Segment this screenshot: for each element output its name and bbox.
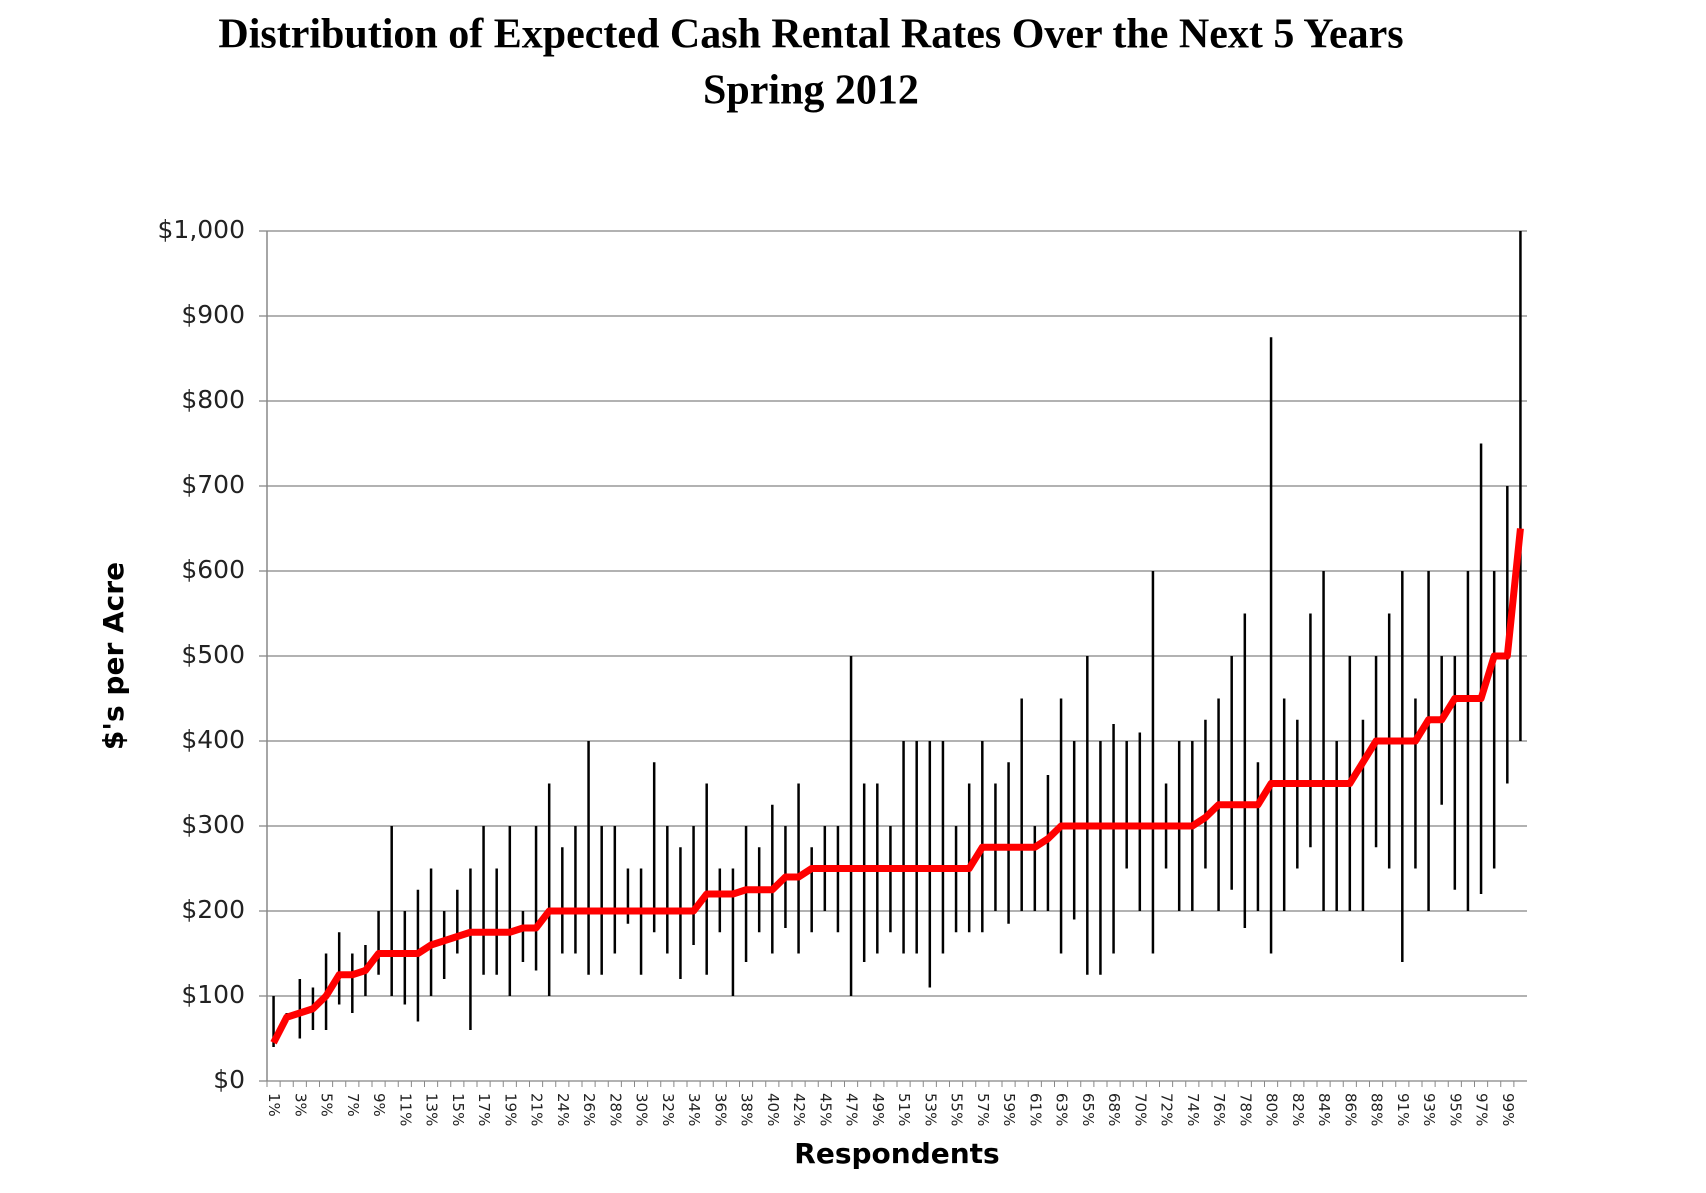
x-tick-label: 80%	[1263, 1093, 1281, 1126]
x-tick-label: 38%	[738, 1093, 756, 1126]
y-tick-label: $100	[181, 980, 245, 1009]
expected-line	[270, 528, 1524, 1045]
x-tick-label: 57%	[974, 1093, 992, 1126]
x-tick-label: 84%	[1315, 1093, 1333, 1126]
x-tick-label: 78%	[1236, 1093, 1254, 1126]
x-tick-label: 49%	[869, 1093, 887, 1126]
chart-title: Distribution of Expected Cash Rental Rat…	[218, 12, 1403, 58]
x-tick-label: 7%	[344, 1093, 362, 1117]
x-tick-label: 65%	[1079, 1093, 1097, 1126]
x-tick-label: 74%	[1184, 1093, 1202, 1126]
x-tick-label: 17%	[475, 1093, 493, 1126]
y-axis-label: $'s per Acre	[97, 562, 130, 750]
x-tick-label: 15%	[449, 1093, 467, 1126]
x-tick-label: 36%	[711, 1093, 729, 1126]
x-tick-label: 99%	[1499, 1093, 1517, 1126]
x-tick-label: 95%	[1446, 1093, 1464, 1126]
y-tick-label: $500	[181, 640, 245, 669]
x-tick-label: 19%	[501, 1093, 519, 1126]
x-tick-label: 40%	[764, 1093, 782, 1126]
x-tick-label: 88%	[1368, 1093, 1386, 1126]
x-tick-label: 13%	[423, 1093, 441, 1126]
y-tick-label: $800	[181, 385, 245, 414]
y-tick-label: $700	[181, 470, 245, 499]
y-tick-label: $0	[213, 1065, 245, 1094]
y-tick-label: $900	[181, 300, 245, 329]
x-tick-label: 28%	[606, 1093, 624, 1126]
y-tick-label: $600	[181, 555, 245, 584]
y-tick-label: $1,000	[158, 215, 245, 244]
x-tick-label: 86%	[1341, 1093, 1359, 1126]
y-tick-label: $400	[181, 725, 245, 754]
x-tick-label: 42%	[790, 1093, 808, 1126]
y-tick-label: $200	[181, 895, 245, 924]
x-tick-label: 72%	[1158, 1093, 1176, 1126]
x-tick-label: 11%	[396, 1093, 414, 1126]
x-tick-label: 97%	[1473, 1093, 1491, 1126]
x-tick-label: 59%	[1000, 1093, 1018, 1126]
x-tick-label: 63%	[1053, 1093, 1071, 1126]
x-tick-label: 26%	[580, 1093, 598, 1126]
x-tick-label: 9%	[370, 1093, 388, 1117]
x-tick-label: 24%	[554, 1093, 572, 1126]
x-tick-label: 5%	[318, 1093, 336, 1117]
x-tick-label: 61%	[1026, 1093, 1044, 1126]
x-tick-label: 1%	[265, 1093, 283, 1117]
x-tick-label: 76%	[1210, 1093, 1228, 1126]
x-tick-label: 82%	[1289, 1093, 1307, 1126]
x-tick-label: 21%	[528, 1093, 546, 1126]
y-tick-label: $300	[181, 810, 245, 839]
x-tick-label: 47%	[843, 1093, 861, 1126]
x-tick-label: 30%	[633, 1093, 651, 1126]
x-tick-label: 3%	[291, 1093, 309, 1117]
x-tick-label: 34%	[685, 1093, 703, 1126]
x-tick-label: 68%	[1105, 1093, 1123, 1126]
x-axis-label: Respondents	[794, 1137, 999, 1170]
x-tick-label: 55%	[948, 1093, 966, 1126]
x-tick-label: 93%	[1420, 1093, 1438, 1126]
x-tick-label: 53%	[921, 1093, 939, 1126]
x-tick-label: 91%	[1394, 1093, 1412, 1126]
x-tick-label: 45%	[816, 1093, 834, 1126]
x-tick-label: 32%	[659, 1093, 677, 1126]
x-tick-label: 70%	[1131, 1093, 1149, 1126]
chart-subtitle: Spring 2012	[703, 68, 919, 114]
x-tick-label: 51%	[895, 1093, 913, 1126]
